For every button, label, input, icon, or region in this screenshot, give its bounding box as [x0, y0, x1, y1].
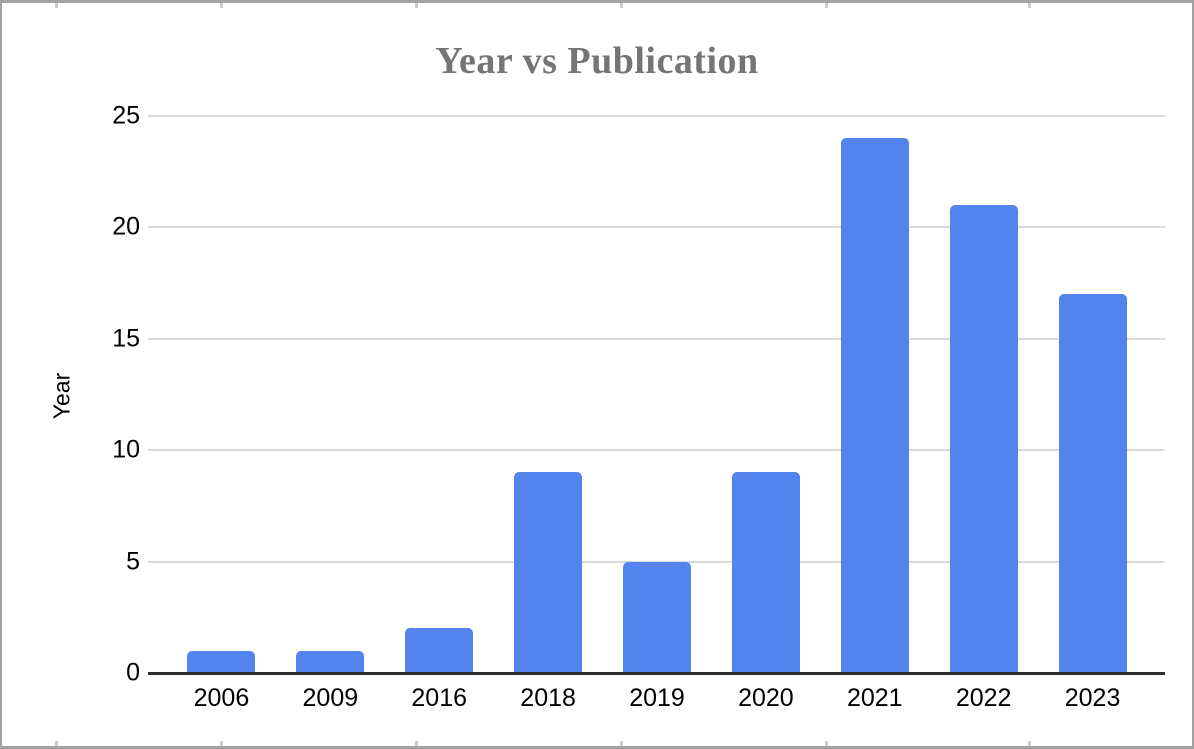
x-tick-label-2021: 2021: [846, 684, 903, 712]
bar-2006[interactable]: [187, 650, 256, 673]
grid-notch: [415, 3, 418, 8]
x-tick-label-2023: 2023: [1064, 684, 1121, 712]
grid-notch: [825, 741, 828, 746]
bar-2022[interactable]: [949, 205, 1018, 673]
x-tick-label-2020: 2020: [738, 684, 794, 712]
y-tick-label-0: 0: [126, 658, 140, 687]
grid-notch: [55, 741, 58, 746]
y-tick-label-10: 10: [112, 435, 140, 464]
bar-2019[interactable]: [623, 561, 691, 673]
grid-notch: [1028, 3, 1031, 8]
grid-notch: [620, 3, 623, 8]
grid-notch: [220, 3, 223, 8]
x-tick-label-2022: 2022: [955, 684, 1012, 712]
grid-notch: [620, 741, 623, 746]
y-tick-label-25: 25: [112, 101, 140, 130]
grid-notch: [220, 741, 223, 746]
grid-notch: [55, 3, 58, 8]
bar-2021[interactable]: [840, 138, 909, 673]
y-axis-title: Year: [48, 372, 75, 420]
x-tick-label-2009: 2009: [302, 684, 359, 712]
x-tick-label-2019: 2019: [629, 684, 685, 712]
x-tick-label-2018: 2018: [520, 684, 576, 712]
bar-2016[interactable]: [405, 628, 474, 673]
grid-notch: [415, 741, 418, 746]
y-tick-label-20: 20: [112, 212, 140, 241]
gridline-20: [148, 226, 1165, 229]
grid-notch: [1028, 741, 1031, 746]
bar-2020[interactable]: [731, 472, 800, 673]
gridline-25: [148, 115, 1165, 117]
x-tick-label-2016: 2016: [411, 684, 468, 712]
grid-notch: [825, 3, 828, 8]
gridline-15: [148, 337, 1165, 340]
y-tick-label-5: 5: [126, 547, 140, 576]
bar-2009[interactable]: [296, 650, 365, 673]
bar-2018[interactable]: [514, 472, 583, 673]
gridline-10: [148, 449, 1165, 452]
chart-title: Year vs Publication: [435, 40, 759, 82]
bar-2023[interactable]: [1058, 294, 1127, 673]
y-tick-label-15: 15: [112, 324, 140, 353]
x-tick-label-2006: 2006: [193, 684, 250, 712]
x-axis-line: [148, 672, 1165, 675]
